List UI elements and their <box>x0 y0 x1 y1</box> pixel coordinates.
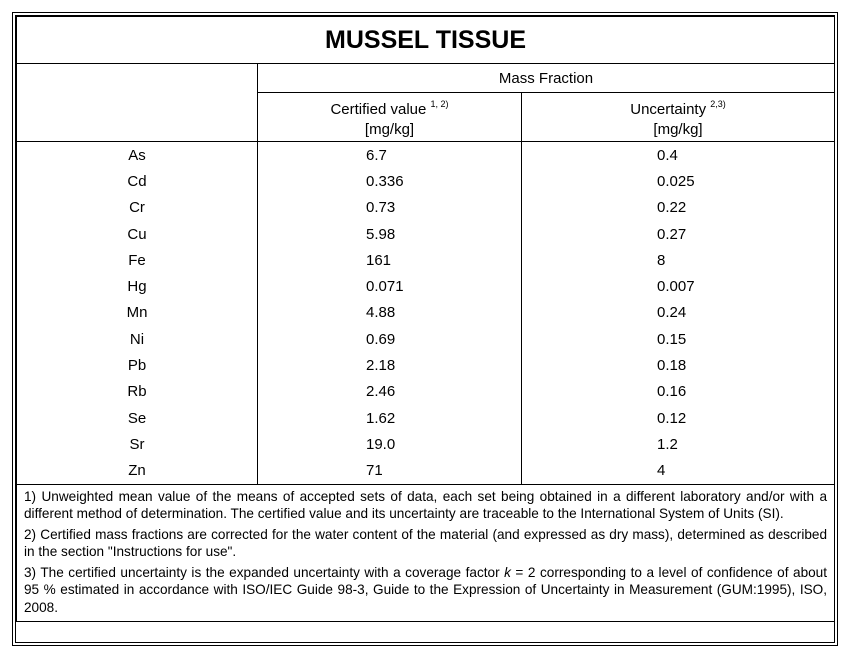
certified-value: 0.071 <box>257 273 522 300</box>
data-table: MUSSEL TISSUE Mass Fraction Certified va… <box>15 16 836 623</box>
element: Hg <box>16 273 258 300</box>
element: Fe <box>16 247 258 274</box>
header-unit: [mg/kg] <box>653 121 703 138</box>
footnote: 1) Unweighted mean value of the means of… <box>24 488 827 523</box>
certified-value: 0.73 <box>257 194 522 221</box>
header-label: Certified value <box>330 101 427 118</box>
table-row: Zn 71 4 <box>16 457 836 485</box>
table-row: As 6.7 0.4 <box>16 141 836 169</box>
table-row: Ni 0.69 0.15 <box>16 326 836 353</box>
column-header: Certified value 1, 2) [mg/kg] <box>257 92 522 142</box>
table-row: Se 1.62 0.12 <box>16 404 836 432</box>
element: Pb <box>16 352 258 379</box>
table-row: Cd 0.336 0.025 <box>16 168 836 195</box>
element: Mn <box>16 299 258 327</box>
footnotes: 1) Unweighted mean value of the means of… <box>15 483 836 623</box>
uncertainty: 0.27 <box>520 220 836 248</box>
footnote: 2) Certified mass fractions are correcte… <box>24 526 827 561</box>
uncertainty: 0.4 <box>520 141 836 169</box>
footnote-text: = 2 corresponding to a level of confiden… <box>24 564 828 615</box>
uncertainty: 1.2 <box>520 431 836 458</box>
certified-value: 19.0 <box>257 431 522 458</box>
footnote-text: 2) Certified mass fractions are correcte… <box>24 526 828 560</box>
table-row: Pb 2.18 0.18 <box>16 352 836 379</box>
table-row: Fe 161 8 <box>16 247 836 274</box>
uncertainty: 8 <box>520 247 836 274</box>
frame: MUSSEL TISSUE Mass Fraction Certified va… <box>12 12 838 646</box>
title: MUSSEL TISSUE <box>15 16 836 64</box>
certified-value: 0.69 <box>257 326 522 353</box>
uncertainty: 0.12 <box>520 404 836 432</box>
certified-value: 1.62 <box>257 404 522 432</box>
certified-value: 6.7 <box>257 141 522 169</box>
element: As <box>16 141 258 169</box>
header-note: 2,3) <box>710 99 726 109</box>
certified-value: 5.98 <box>257 220 522 248</box>
uncertainty: 0.15 <box>520 326 836 353</box>
table-row: Rb 2.46 0.16 <box>16 378 836 405</box>
certified-value: 0.336 <box>257 168 522 195</box>
footnote: 3) The certified uncertainty is the expa… <box>24 564 827 617</box>
certified-value: 2.18 <box>257 352 522 379</box>
table-row: Sr 19.0 1.2 <box>16 431 836 458</box>
uncertainty: 0.025 <box>520 168 836 195</box>
column-header: Uncertainty 2,3) [mg/kg] <box>520 92 836 142</box>
element: Ni <box>16 326 258 353</box>
footnote-text: 1) Unweighted mean value of the means of… <box>24 488 828 522</box>
uncertainty: 0.22 <box>520 194 836 221</box>
table-row: Mn 4.88 0.24 <box>16 299 836 327</box>
element: Sr <box>16 431 258 458</box>
certified-value: 161 <box>257 247 522 274</box>
footnote-row: 1) Unweighted mean value of the means of… <box>15 483 836 623</box>
uncertainty: 0.24 <box>520 299 836 327</box>
element: Cd <box>16 168 258 195</box>
table-row: Cu 5.98 0.27 <box>16 220 836 248</box>
footnote-text: k <box>504 564 511 580</box>
element: Cr <box>16 194 258 221</box>
header-note: 1, 2) <box>430 99 449 109</box>
table-row: Cr 0.73 0.22 <box>16 194 836 221</box>
uncertainty: 0.18 <box>520 352 836 379</box>
table-row: Hg 0.071 0.007 <box>16 273 836 300</box>
uncertainty: 0.16 <box>520 378 836 405</box>
certified-value: 2.46 <box>257 378 522 405</box>
element: Rb <box>16 378 258 405</box>
header-label: Uncertainty <box>630 101 707 118</box>
certified-value: 4.88 <box>257 299 522 327</box>
uncertainty: 4 <box>520 457 836 485</box>
element: Cu <box>16 220 258 248</box>
footnote-text: 3) The certified uncertainty is the expa… <box>24 564 505 580</box>
uncertainty: 0.007 <box>520 273 836 300</box>
element: Se <box>16 404 258 432</box>
group-header: Mass Fraction <box>256 63 836 93</box>
certified-value: 71 <box>257 457 522 485</box>
element: Zn <box>16 457 258 485</box>
header-unit: [mg/kg] <box>364 121 415 138</box>
